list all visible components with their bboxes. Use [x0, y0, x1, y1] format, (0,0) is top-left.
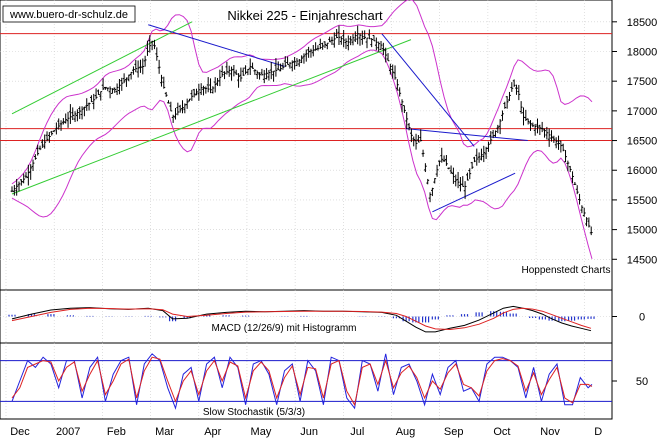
price-y-tick-label: 16500: [627, 136, 658, 148]
x-tick-label: D: [594, 426, 602, 438]
stochastic-y-axis: 50: [612, 376, 648, 388]
price-y-tick-label: 18000: [627, 46, 658, 58]
price-plot-frame: [0, 0, 613, 291]
bollinger-lower-line: [11, 49, 593, 260]
watermark-text: www.buero-dr-schulz.de: [9, 9, 128, 21]
x-tick-label: Oct: [493, 426, 510, 438]
price-y-tick-label: 17000: [627, 106, 658, 118]
x-tick-label: Mar: [155, 426, 174, 438]
source-label: Hoppenstedt Charts: [522, 265, 611, 276]
downtrend-line-spring: [148, 24, 285, 67]
x-tick-label: Dec: [10, 426, 30, 438]
x-tick-label: Apr: [204, 426, 221, 438]
x-tick-label: 2007: [56, 426, 80, 438]
stochastic-plot-frame: [0, 342, 613, 420]
macd-y-axis: 0: [612, 312, 645, 324]
stochastic-panel: 50 Slow Stochastik (5/3/3): [0, 342, 648, 420]
price-y-tick-label: 16000: [627, 165, 658, 177]
price-marks: [0, 0, 612, 260]
x-tick-label: Aug: [396, 426, 416, 438]
stochastic-d-line: [11, 356, 593, 407]
watermark-box: [2, 5, 136, 23]
price-panel: 14500 15000 15500 16000 16500 17000 17500 18000…: [0, 0, 657, 291]
x-tick-label: Nov: [540, 426, 560, 438]
price-y-tick-label: 15500: [627, 195, 658, 207]
stochastic-grid: [5, 343, 585, 419]
downtrend-line-summer: [381, 33, 475, 147]
x-axis: Dec 2007 Feb Mar Apr May Jun Jul Aug Sep Oct Nov D: [0, 418, 612, 438]
stochastic-title: Slow Stochastik (5/3/3): [203, 407, 305, 418]
price-y-tick-label: 15000: [627, 225, 658, 237]
macd-title: MACD (12/26/9) mit Histogramm: [211, 323, 356, 334]
price-y-tick-label: 17500: [627, 76, 658, 88]
triangle-lower-line: [432, 172, 516, 213]
uptrend-channel-upper-line: [11, 21, 193, 115]
bollinger-upper-line: [11, 0, 593, 185]
uptrend-channel-lower-line: [11, 39, 412, 195]
macd-marks: [8, 305, 595, 333]
x-tick-label: Feb: [107, 426, 126, 438]
x-tick-label: Sep: [444, 426, 464, 438]
x-tick-label: Jul: [350, 426, 364, 438]
macd-panel: 0 MACD (12/26/9) mit Histogramm: [0, 289, 645, 344]
x-tick-label: Jun: [300, 426, 318, 438]
x-tick-label: May: [251, 426, 272, 438]
price-y-axis: 14500 15000 15500 16000 16500 17000 17500 18000…: [612, 17, 657, 266]
chart-title: Nikkei 225 - Einjahreschart: [227, 8, 383, 23]
triangle-upper-line: [406, 128, 528, 142]
stochastic-marks: [0, 353, 612, 410]
macd-signal-line: [11, 307, 592, 331]
stochastic-y-tick-label: 50: [636, 376, 648, 388]
macd-y-tick-label: 0: [639, 312, 645, 324]
price-y-tick-label: 14500: [627, 254, 658, 266]
price-y-tick-label: 18500: [627, 17, 658, 29]
